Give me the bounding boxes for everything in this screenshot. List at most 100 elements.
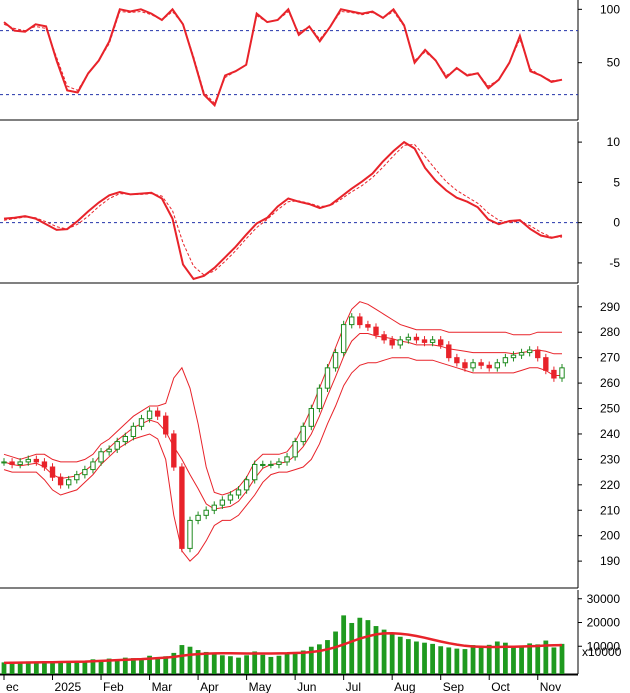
y-tick-label: 230 <box>600 452 620 466</box>
volume-bar <box>446 647 452 674</box>
volume-bar <box>130 658 136 674</box>
y-tick-label: -5 <box>609 256 620 270</box>
volume-bar <box>349 622 355 674</box>
candle <box>82 469 88 476</box>
volume-bar <box>422 642 427 674</box>
candle <box>9 461 15 465</box>
volume-bar <box>511 645 516 674</box>
volume-bar <box>325 640 330 674</box>
candle <box>171 433 177 468</box>
volume-bar <box>365 620 371 674</box>
volume-bar <box>195 650 201 674</box>
candle <box>308 408 314 427</box>
candle <box>66 479 72 486</box>
volume-bar <box>397 636 403 674</box>
y-tick-label: 20000 <box>587 616 621 630</box>
volume-bar <box>300 650 306 674</box>
volume-bar <box>163 656 169 674</box>
volume-bar <box>478 646 484 674</box>
candle <box>526 349 533 354</box>
volume-bar <box>519 646 524 674</box>
volume-bar <box>9 661 15 674</box>
candle <box>551 369 557 379</box>
candle <box>292 441 298 458</box>
y-tick-label: 210 <box>600 503 620 517</box>
candle <box>316 387 323 410</box>
candle <box>1 461 7 464</box>
signal-line <box>3 10 563 105</box>
candle <box>284 456 290 463</box>
candle <box>179 466 185 549</box>
candle <box>195 514 201 521</box>
volume-bar <box>462 649 468 674</box>
volume-bar <box>90 659 96 674</box>
candle <box>413 336 420 341</box>
candle <box>462 362 468 369</box>
candle <box>235 489 242 496</box>
volume-bar <box>316 644 322 674</box>
candle <box>340 324 347 354</box>
volume-bar <box>333 631 338 674</box>
volume-bar <box>389 633 395 674</box>
x-tick-label: Sep <box>443 680 465 693</box>
candle <box>373 326 379 336</box>
x-tick-label: Feb <box>103 680 124 693</box>
volume-bar <box>373 626 379 674</box>
volume-bar <box>219 655 225 674</box>
candle <box>227 494 234 501</box>
candle <box>486 364 492 369</box>
x-tick-label: Jun <box>297 680 316 693</box>
volume-ma-line <box>3 631 563 665</box>
candle <box>405 336 412 341</box>
lower-band <box>3 357 562 562</box>
candle <box>446 344 452 359</box>
volume-bar <box>179 645 185 674</box>
candle <box>146 410 153 420</box>
y-tick-label: 270 <box>600 351 620 365</box>
volume-bar <box>1 662 7 674</box>
candle <box>138 418 145 427</box>
candle <box>324 367 331 389</box>
volume-bar <box>147 655 152 674</box>
volume-bar <box>236 657 241 674</box>
x-tick-label: Nov <box>540 680 561 693</box>
signal-line <box>3 143 562 276</box>
candle <box>243 479 250 491</box>
volume-bar <box>543 640 549 674</box>
price-bollinger-panel: 290 280 270 260 250 240 230 220 210 200 190 <box>0 285 620 589</box>
volume-bar <box>470 645 476 674</box>
candle <box>502 357 509 364</box>
volume-bar <box>139 658 144 674</box>
main-line <box>3 140 563 281</box>
volume-bar <box>50 662 55 674</box>
candle <box>332 352 339 369</box>
candle <box>252 463 258 481</box>
x-tick-label: Jul <box>346 680 361 693</box>
candle <box>543 357 549 371</box>
volume-bar <box>486 644 492 674</box>
candle <box>219 499 226 506</box>
volume-bar <box>114 659 120 674</box>
candle <box>470 362 476 369</box>
volume-bar <box>252 651 258 674</box>
candle <box>397 339 403 346</box>
volume-bar <box>228 656 233 674</box>
candle <box>365 324 371 328</box>
volume-panel: 30000 20000 10000 <box>0 590 621 675</box>
volume-bar <box>260 654 266 674</box>
candle <box>510 354 517 359</box>
volume-bar <box>74 662 80 674</box>
volume-bar <box>42 662 47 674</box>
candle <box>535 349 541 359</box>
candle <box>559 367 565 379</box>
candle <box>421 339 428 343</box>
candle <box>438 339 444 346</box>
volume-bar <box>268 656 274 674</box>
volume-bar <box>308 646 314 674</box>
candle <box>74 474 80 481</box>
candle <box>57 476 64 486</box>
candle <box>41 461 48 468</box>
volume-bar <box>535 644 541 674</box>
candle <box>276 461 282 465</box>
volume-bar <box>17 663 23 674</box>
